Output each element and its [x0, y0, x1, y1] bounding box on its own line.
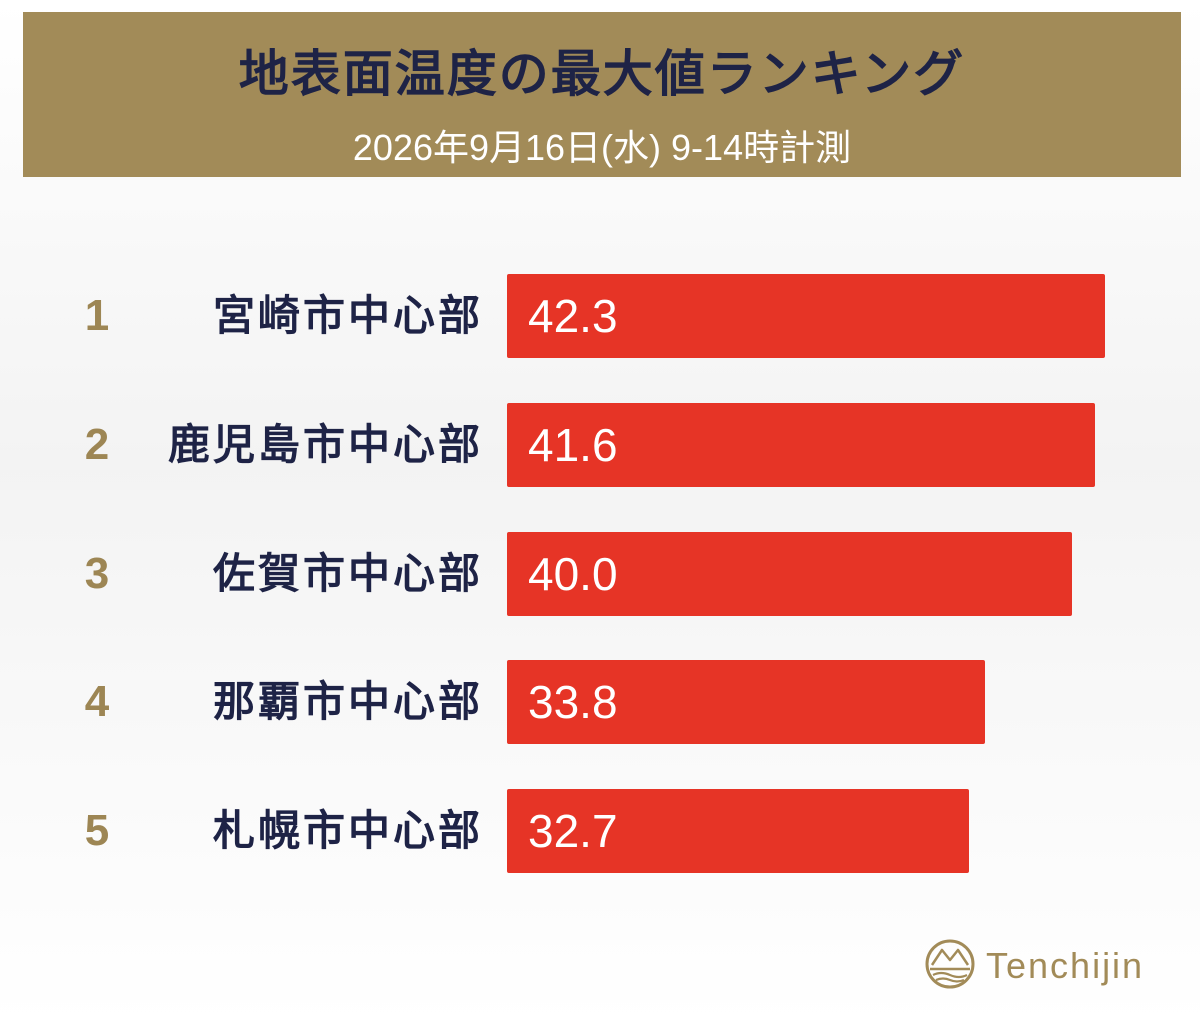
brand-name: Tenchijin	[986, 945, 1145, 986]
value-label: 41.6	[528, 419, 618, 471]
category-label: 札幌市中心部	[212, 806, 483, 855]
chart-title: 地表面温度の最大値ランキング	[238, 45, 966, 103]
category-label: 宮崎市中心部	[212, 291, 483, 340]
temperature-bar	[507, 660, 985, 744]
rank-number: 1	[84, 291, 110, 340]
rank-number: 2	[84, 420, 110, 469]
temperature-bar	[507, 789, 969, 873]
temperature-bar	[507, 403, 1095, 487]
rank-number: 3	[84, 549, 110, 598]
value-label: 33.8	[528, 676, 618, 728]
value-label: 42.3	[528, 290, 618, 342]
category-label: 鹿児島市中心部	[167, 420, 483, 469]
header-banner: 地表面温度の最大値ランキング 2026年9月16日(水) 9-14時計測	[23, 12, 1181, 177]
temperature-bar	[507, 274, 1105, 358]
category-label: 佐賀市中心部	[212, 549, 483, 598]
chart-subtitle: 2026年9月16日(水) 9-14時計測	[352, 127, 852, 168]
temperature-bar	[507, 532, 1072, 616]
value-label: 40.0	[528, 548, 618, 600]
rank-number: 5	[84, 806, 110, 855]
value-label: 32.7	[528, 805, 618, 857]
rank-number: 4	[84, 677, 110, 726]
tenchijin-logo-icon	[925, 939, 975, 989]
category-label: 那覇市中心部	[212, 677, 483, 726]
